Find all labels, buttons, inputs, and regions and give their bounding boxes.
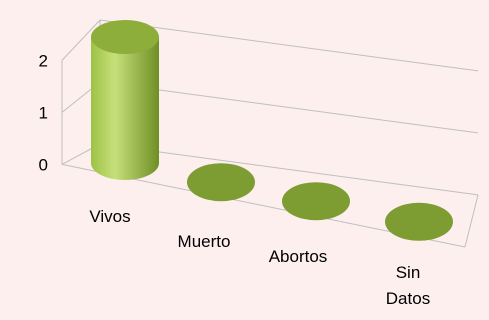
x-category-label: Vivos [89, 207, 130, 226]
gridline-back [99, 81, 479, 134]
gridline-back [99, 19, 479, 72]
x-category-label: Muerto [178, 232, 231, 251]
gridline-back [99, 143, 479, 196]
y-tick-label: 2 [39, 51, 48, 70]
x-axis-categories: Vivos Muerto Abortos Sin Datos [89, 207, 430, 308]
y-axis-ticks: 0 1 2 [39, 51, 48, 174]
bar-vivos-body [91, 37, 159, 180]
y-tick-label: 0 [39, 155, 48, 174]
gridline-side [61, 19, 101, 61]
x-category-label: Abortos [269, 247, 328, 266]
bar-sin-datos-cap [385, 202, 453, 241]
x-category-label: Sin Datos [386, 263, 430, 308]
bar-vivos-top [91, 20, 159, 54]
bars [91, 20, 453, 241]
y-tick-label: 1 [39, 103, 48, 122]
bar-abortos-cap [282, 182, 350, 221]
floor-right-edge [464, 194, 479, 248]
bar-muerto-cap [187, 163, 255, 202]
